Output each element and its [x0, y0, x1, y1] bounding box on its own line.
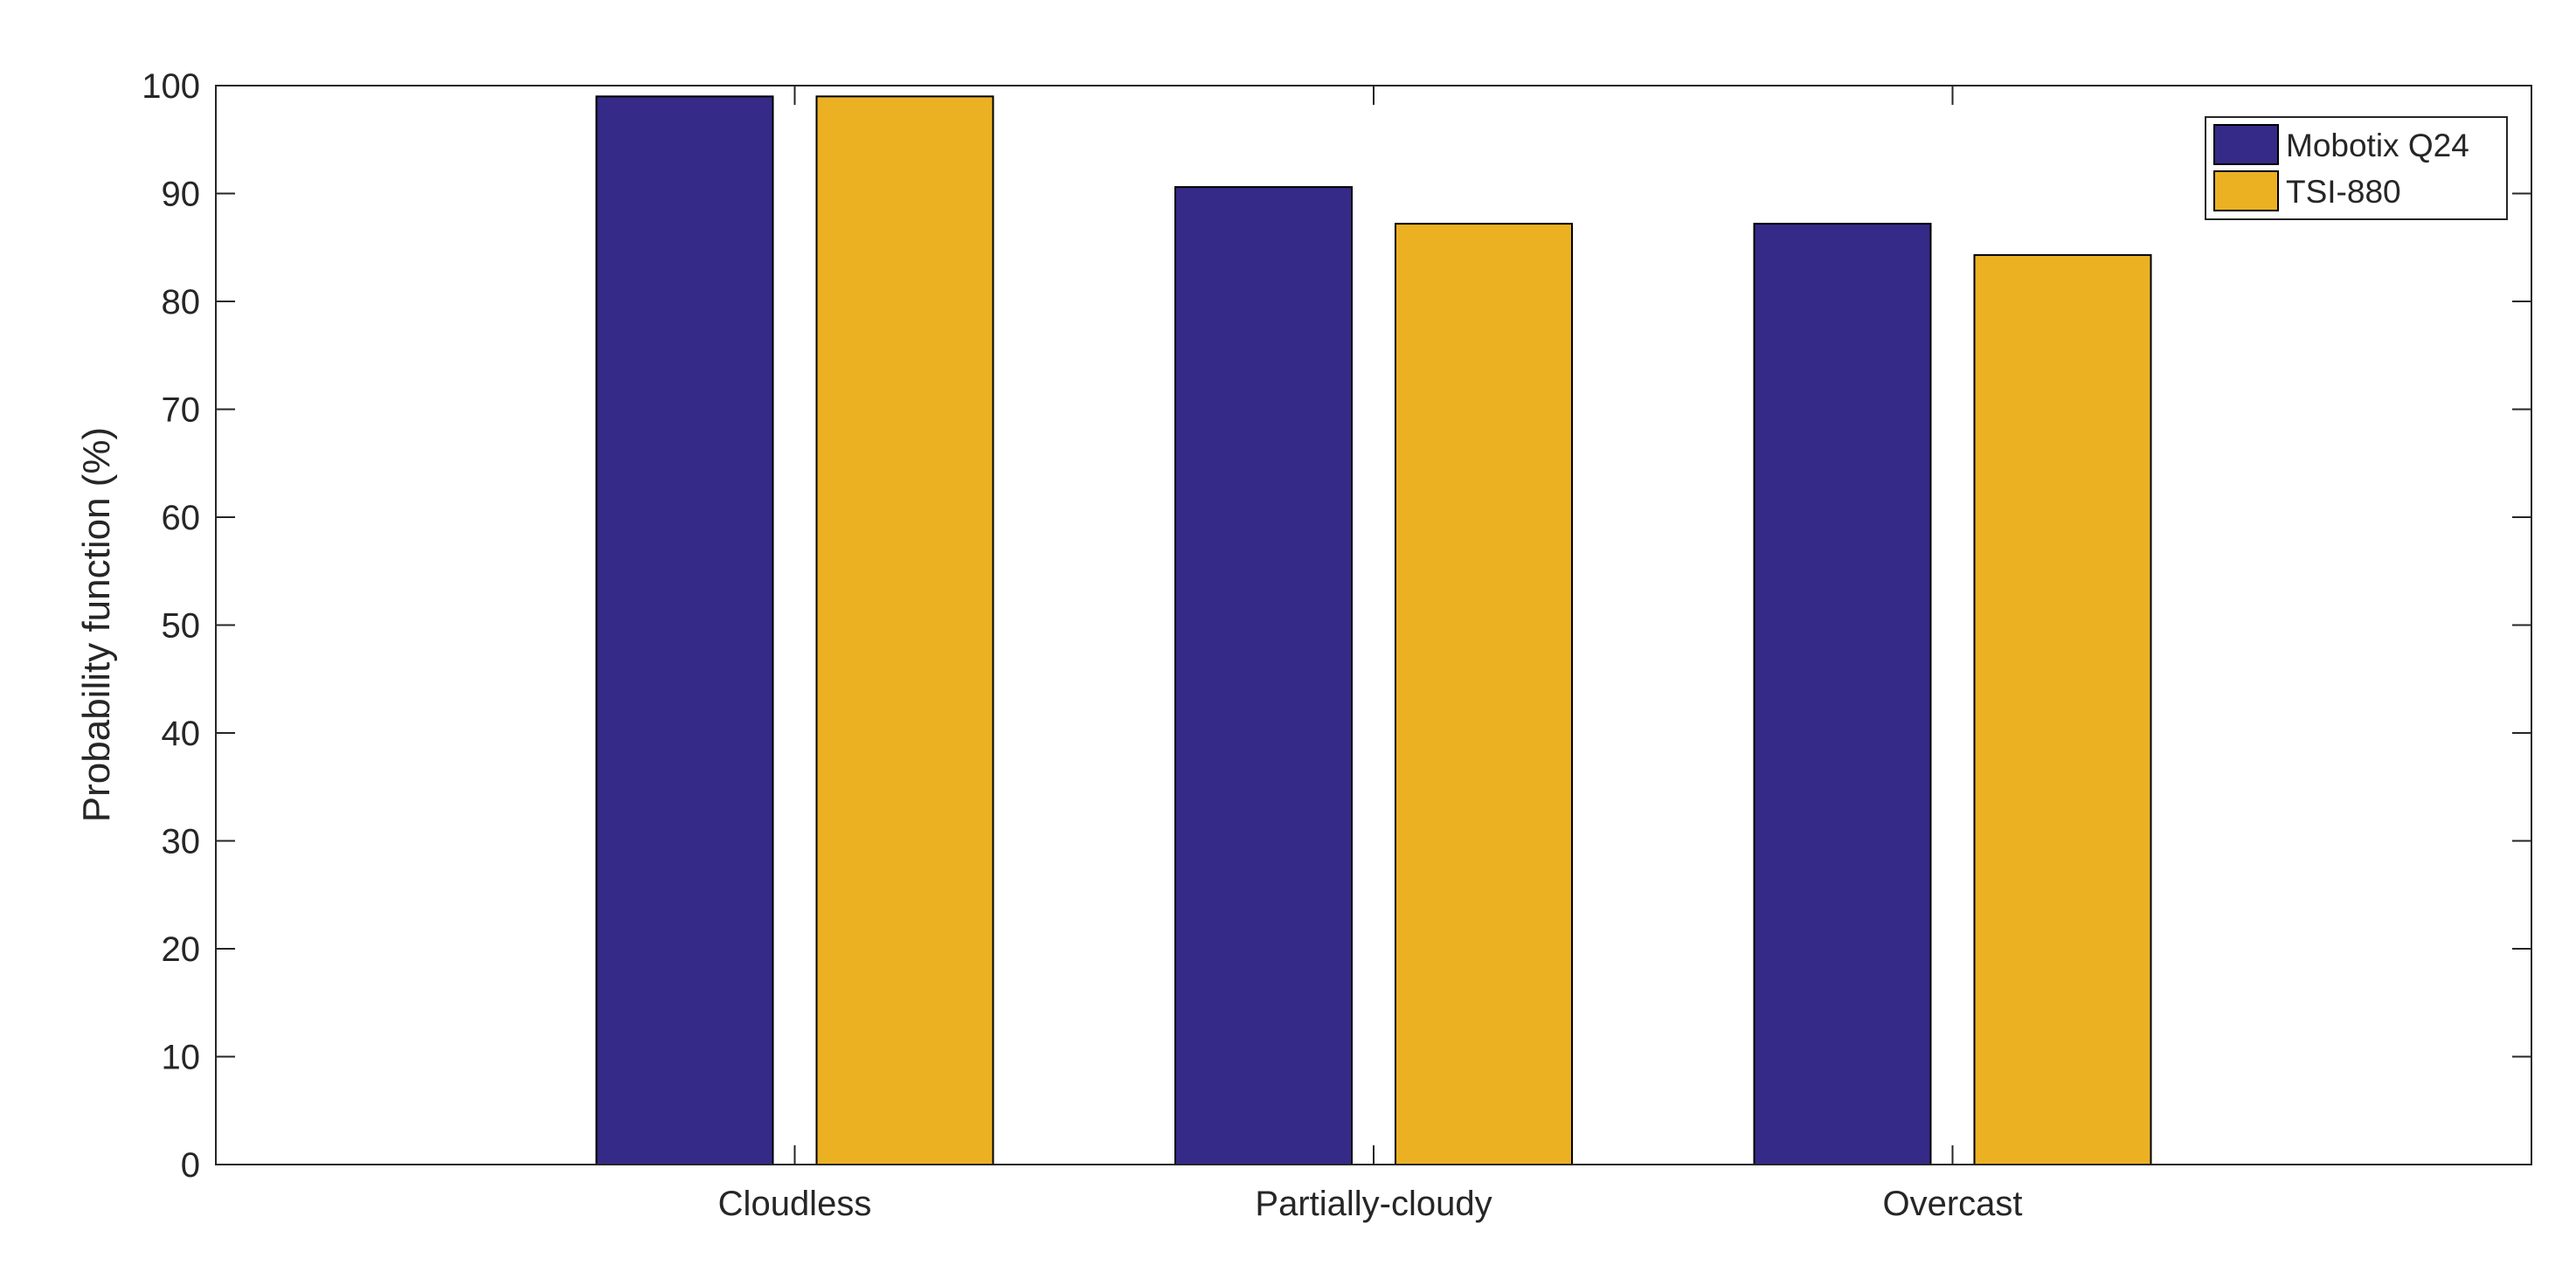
bar-cloudless-series-2: [815, 95, 994, 1166]
plot-background: [216, 86, 2531, 1165]
bar-cloudless-series-1: [595, 95, 774, 1166]
y-tick-label: 90: [162, 176, 201, 214]
bar-overcast-series-2: [1973, 253, 2152, 1165]
y-tick-label: 0: [181, 1146, 200, 1185]
x-tick-label: Overcast: [1882, 1185, 2022, 1223]
legend-swatch: [2213, 170, 2279, 211]
y-tick-label: 20: [162, 930, 201, 969]
ticks-layer: 0 10 20 30 40 50 60 70 80 90 100 Cloudless Partially…: [142, 67, 2531, 1223]
y-tick-label: 100: [142, 67, 200, 106]
legend: Mobotix Q24 TSI-880: [2205, 116, 2508, 220]
bar-partially-cloudy-series-1: [1174, 186, 1353, 1166]
legend-label: TSI-880: [2286, 174, 2401, 210]
y-tick-label: 50: [162, 607, 201, 646]
legend-swatch: [2213, 124, 2279, 165]
y-tick-label: 60: [162, 499, 201, 537]
bars-layer: [595, 95, 2152, 1166]
y-tick-label: 80: [162, 283, 201, 321]
y-tick-label: 40: [162, 715, 201, 753]
y-tick-label: 10: [162, 1039, 201, 1077]
y-tick-label: 30: [162, 823, 201, 861]
bar-partially-cloudy-series-2: [1395, 223, 1573, 1166]
x-tick-label: Cloudless: [718, 1185, 872, 1223]
y-axis-label: Probability function (%): [75, 427, 118, 822]
legend-label: Mobotix Q24: [2286, 128, 2469, 163]
bar-overcast-series-1: [1753, 223, 1932, 1166]
x-tick-label: Partially-cloudy: [1255, 1185, 1492, 1223]
y-tick-label: 70: [162, 391, 201, 430]
